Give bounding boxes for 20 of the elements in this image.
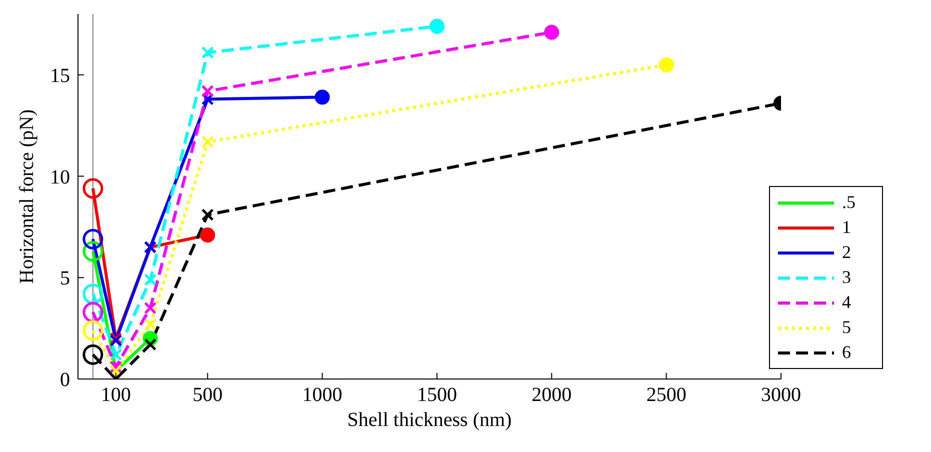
- x-axis-title: Shell thickness (nm): [347, 409, 512, 431]
- x-tick-label: 3000: [761, 384, 801, 406]
- x-tick-label: 500: [192, 384, 223, 406]
- legend-label: 2: [842, 242, 851, 263]
- x-tick-label: 100: [100, 384, 131, 406]
- x-tick-label: 1000: [302, 384, 342, 406]
- legend-label: 1: [842, 217, 851, 238]
- y-tick-label: 10: [50, 166, 70, 188]
- y-axis-title: Horizontal force (pN): [16, 109, 38, 284]
- y-tick-label: 5: [60, 268, 70, 290]
- legend-label: 3: [842, 267, 851, 288]
- x-tick-label: 1500: [416, 384, 457, 406]
- legend-label: .5: [842, 192, 856, 213]
- legend-label: 5: [842, 317, 851, 338]
- y-tick-label: 15: [50, 64, 70, 87]
- legend-label: 6: [842, 342, 851, 363]
- y-tick-label: 0: [60, 369, 70, 392]
- x-tick-label: 2000: [532, 384, 572, 406]
- legend-label: 4: [842, 292, 851, 313]
- x-tick-label: 2500: [646, 384, 686, 406]
